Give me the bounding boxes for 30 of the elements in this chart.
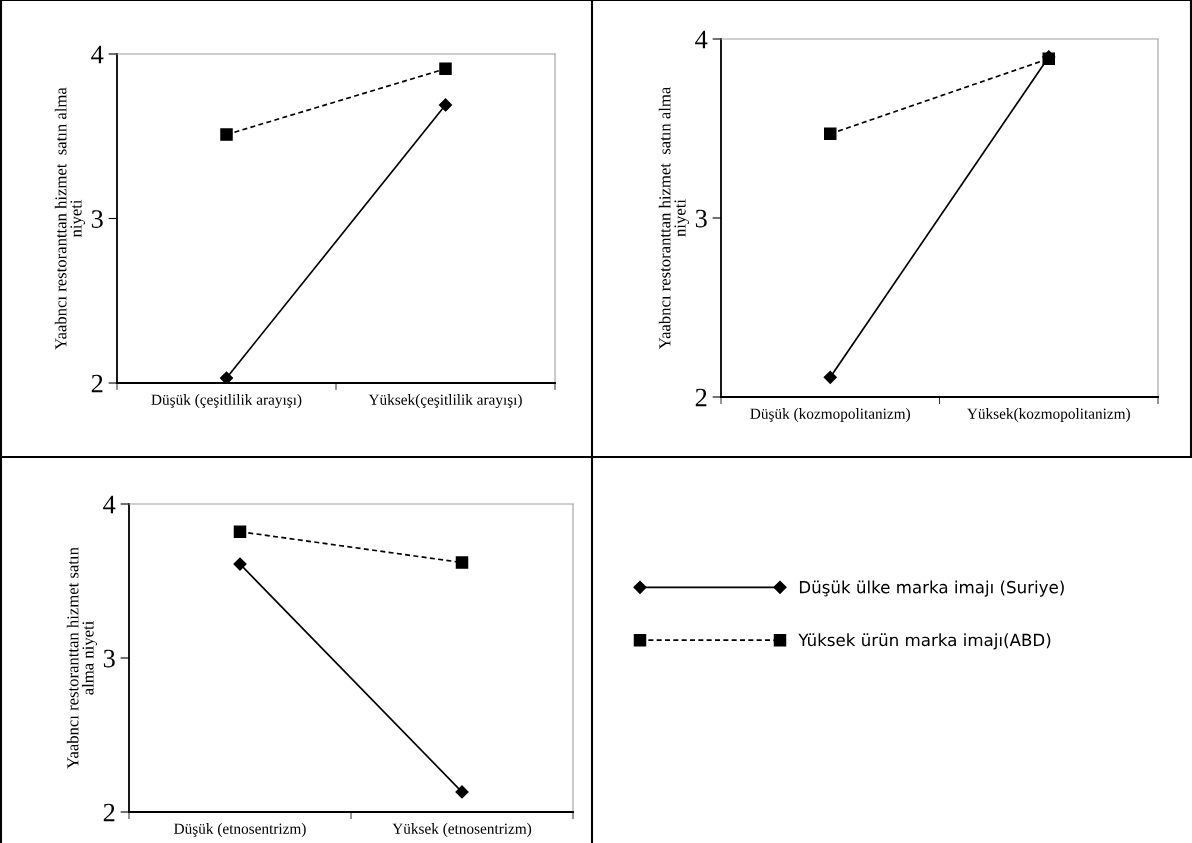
point [439, 62, 452, 76]
y-tick-label: 4 [695, 30, 708, 49]
point [823, 370, 837, 384]
point [233, 525, 247, 538]
point [438, 98, 453, 112]
point [455, 556, 469, 569]
y-axis-title: Yaabncı restoranttan hizmet satın alma niyeti [66, 547, 98, 769]
point [233, 557, 247, 571]
point [823, 127, 837, 141]
legend-label: Düşük ülke marka imajı (Suriye) [799, 580, 1064, 597]
x-tick-label: Düşük (etnosentrizm) [174, 823, 306, 837]
y-tick-label: 3 [103, 649, 115, 668]
point [220, 128, 233, 141]
x-tick-label: Yüksek(çeşitlilik arayışı) [368, 394, 522, 409]
y-tick-label: 4 [103, 495, 116, 514]
y-tick-label: 2 [695, 388, 707, 407]
point [455, 785, 469, 799]
y-axis-title: Yaabncı restoranttan hizmet satın alma niyeti [658, 86, 690, 350]
x-tick-label: Yüksek (etnosentrizm) [392, 823, 532, 837]
y-tick-label: 4 [91, 45, 104, 64]
point [219, 371, 234, 383]
y-tick-label: 2 [91, 374, 103, 393]
x-tick-label: Düşük (kozmopolitanizm) [750, 408, 910, 422]
legend-label: Yüksek ürün marka imajı(ABD) [798, 633, 1051, 650]
y-axis-title: Yaabncı restoranttan hizmet satın alma niyeti [54, 87, 86, 350]
y-tick-label: 3 [695, 209, 707, 228]
x-tick-label: Düşük (çeşitlilik arayışı) [151, 394, 302, 409]
y-tick-label: 2 [103, 803, 115, 822]
x-tick-label: Yüksek(kozmopolitanizm) [967, 408, 1130, 422]
y-tick-label: 3 [91, 210, 103, 228]
